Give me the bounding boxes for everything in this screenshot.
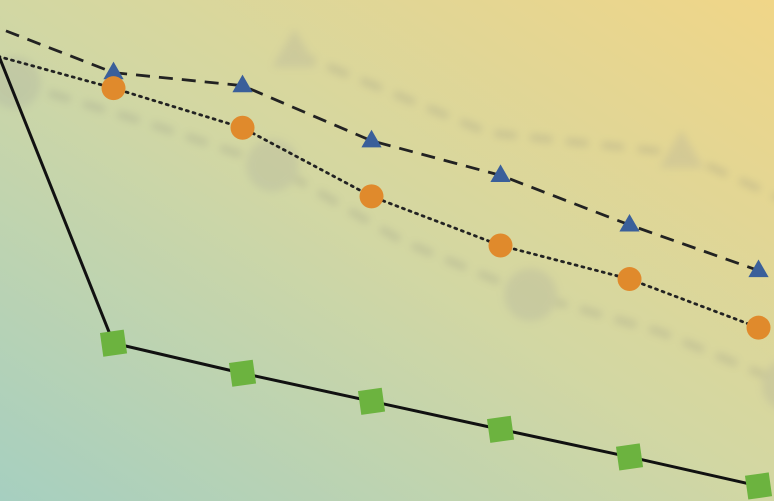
data-point-dashed-triangles-5 [619, 213, 640, 232]
series-dotted-circles [0, 55, 771, 340]
data-point-dashed-triangles-1 [103, 61, 124, 80]
data-point-dashed-triangles-4 [490, 164, 511, 182]
data-point-dotted-circles-3 [359, 184, 384, 209]
data-point-dashed-triangles-2 [232, 74, 253, 93]
series-dashed-triangles [0, 27, 769, 278]
series-layer [0, 27, 773, 500]
data-point-dashed-triangles-6 [748, 259, 769, 278]
data-point-solid-squares-6 [744, 472, 773, 500]
data-point-dotted-circles-4 [488, 233, 513, 258]
data-point-dotted-circles-5 [617, 267, 642, 292]
data-point-dashed-triangles-3 [361, 129, 382, 148]
ghost-marker [272, 28, 317, 68]
ghost-marker [659, 129, 704, 169]
ghost-marker [0, 56, 41, 109]
ghost-marker [246, 138, 299, 192]
data-point-dotted-circles-1 [101, 76, 126, 101]
data-point-solid-squares-3 [357, 387, 386, 415]
data-point-solid-squares-2 [228, 359, 257, 387]
ghost-line [13, 79, 774, 383]
ghost-marker [504, 268, 557, 322]
data-point-solid-squares-5 [615, 443, 644, 471]
data-point-solid-squares-4 [486, 415, 515, 443]
ghost-layer [0, 28, 774, 408]
ghost-marker [762, 363, 774, 408]
data-point-dotted-circles-2 [230, 115, 255, 140]
data-point-dotted-circles-6 [746, 315, 771, 340]
data-point-solid-squares-1 [99, 329, 128, 357]
series-solid-squares [0, 54, 773, 500]
